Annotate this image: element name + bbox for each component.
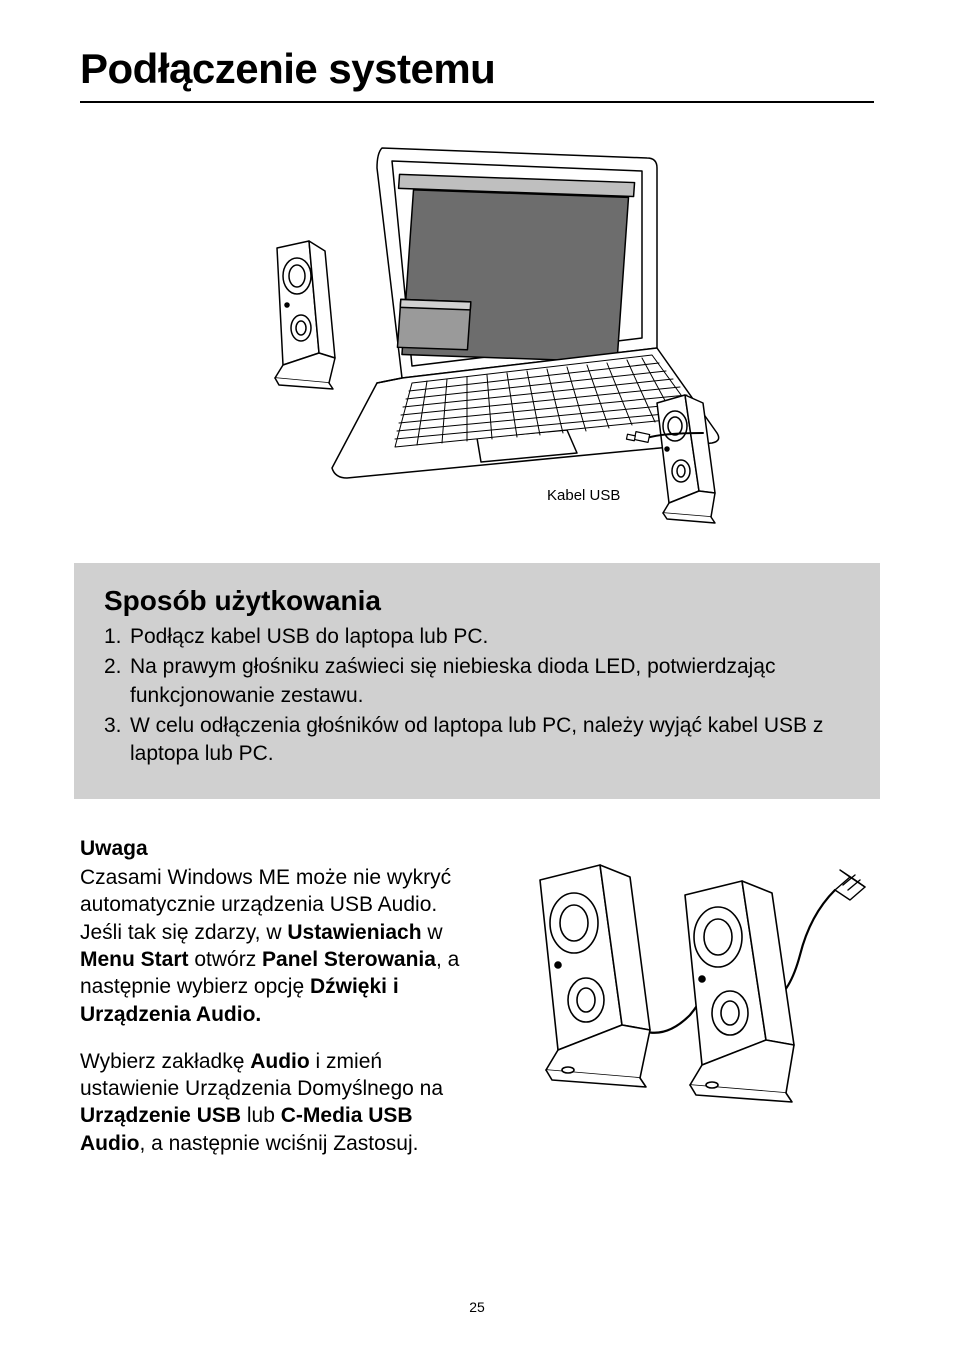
bold-text: Audio (250, 1050, 309, 1073)
laptop-speakers-svg: Kabel USB (217, 133, 737, 533)
figure-speakers-cable (490, 835, 890, 1177)
usage-box: Sposób użytkowania 1. Podłącz kabel USB … (74, 563, 880, 799)
list-item: 1. Podłącz kabel USB do laptopa lub PC. (104, 623, 854, 651)
text-run: , a następnie wciśnij Zastosuj. (139, 1132, 418, 1155)
note-paragraph-2: Wybierz zakładkę Audio i zmień ustawieni… (80, 1048, 460, 1157)
usage-heading: Sposób użytkowania (104, 585, 854, 617)
text-run: Wybierz zakładkę (80, 1050, 250, 1073)
list-item: 2. Na prawym głośniku zaświeci się niebi… (104, 653, 854, 710)
bold-text: Urządzenie USB (80, 1104, 241, 1127)
note-paragraph-1: Czasami Windows ME może nie wykryć autom… (80, 864, 460, 1028)
text-run: otwórz (189, 948, 263, 971)
cable-label: Kabel USB (547, 487, 620, 504)
figure-laptop-speakers: Kabel USB (80, 133, 874, 533)
text-run: w (422, 921, 443, 944)
list-item-number: 1. (104, 623, 126, 651)
bold-text: Panel Sterowania (262, 948, 436, 971)
document-page: Podłączenie systemu (0, 0, 954, 1345)
list-item-text: Podłącz kabel USB do laptopa lub PC. (130, 623, 488, 651)
list-item-text: W celu odłączenia głośników od laptopa l… (130, 712, 854, 769)
page-title: Podłączenie systemu (80, 45, 874, 103)
page-number: 25 (0, 1299, 954, 1315)
list-item-text: Na prawym głośniku zaświeci się niebiesk… (130, 653, 854, 710)
list-item: 3. W celu odłączenia głośników od laptop… (104, 712, 854, 769)
bold-text: Menu Start (80, 948, 189, 971)
note-heading: Uwaga (80, 835, 460, 862)
list-item-number: 2. (104, 653, 126, 710)
list-item-number: 3. (104, 712, 126, 769)
speakers-cable-svg (490, 835, 890, 1105)
text-run: lub (241, 1104, 281, 1127)
bold-text: Ustawieniach (287, 921, 421, 944)
note-column: Uwaga Czasami Windows ME może nie wykryć… (80, 835, 460, 1177)
usage-list: 1. Podłącz kabel USB do laptopa lub PC. … (104, 623, 854, 769)
lower-section: Uwaga Czasami Windows ME może nie wykryć… (80, 835, 874, 1177)
